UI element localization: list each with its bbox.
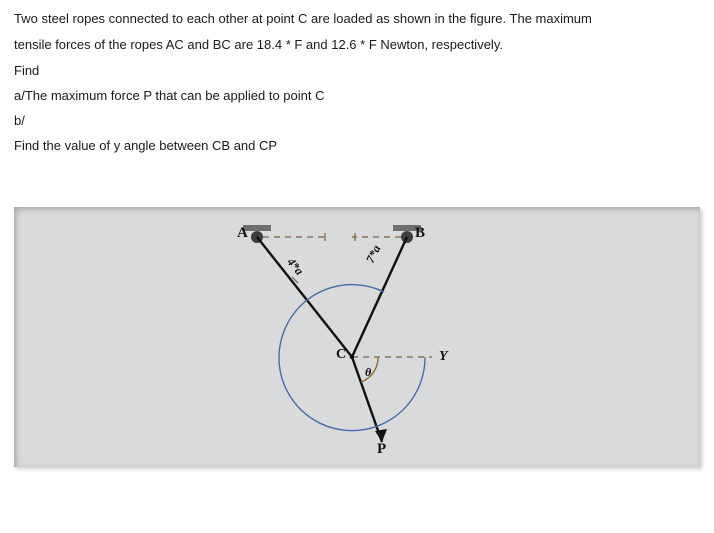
part-b-text: Find the value of y angle between CB and… <box>14 138 700 153</box>
diagram-svg <box>177 207 537 467</box>
label-b: B <box>415 225 425 242</box>
intro-line-2: tensile forces of the ropes AC and BC ar… <box>14 36 700 54</box>
label-y: Y <box>439 349 448 365</box>
label-p: P <box>377 441 386 458</box>
label-c: C <box>336 347 346 363</box>
figure-container: A B C P Y 4*a 7*a θ <box>14 207 700 467</box>
figure: A B C P Y 4*a 7*a θ <box>177 207 537 467</box>
rope-ac <box>257 237 352 357</box>
problem-page: Two steel ropes connected to each other … <box>0 0 714 477</box>
point-c-icon <box>350 355 354 359</box>
label-a: A <box>237 225 248 242</box>
label-theta: θ <box>365 365 371 380</box>
intro-line-1: Two steel ropes connected to each other … <box>14 10 700 28</box>
part-b: b/ <box>14 113 700 128</box>
part-a: a/The maximum force P that can be applie… <box>14 88 700 103</box>
find-heading: Find <box>14 63 700 78</box>
